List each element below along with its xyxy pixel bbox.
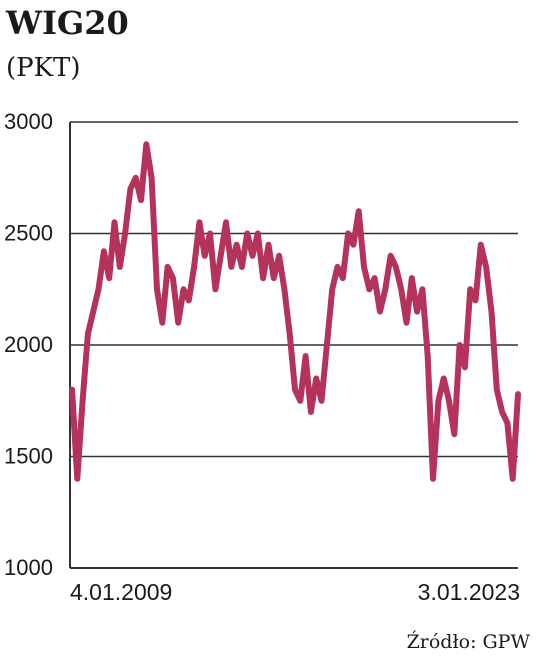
chart-subtitle: (PKT) [6, 53, 81, 83]
source: Źródło: GPW [407, 630, 531, 653]
y-tick-label: 2000 [4, 332, 53, 357]
x-tick-label: 3.01.2023 [418, 579, 520, 605]
y-tick-label: 1000 [4, 555, 53, 580]
y-tick-label: 2500 [4, 221, 53, 246]
y-tick-label: 1500 [4, 444, 53, 469]
y-tick-label: 3000 [4, 109, 53, 134]
chart-title: WIG20 [5, 4, 129, 42]
x-tick-label: 4.01.2009 [70, 579, 172, 605]
data-line [69, 141, 521, 482]
